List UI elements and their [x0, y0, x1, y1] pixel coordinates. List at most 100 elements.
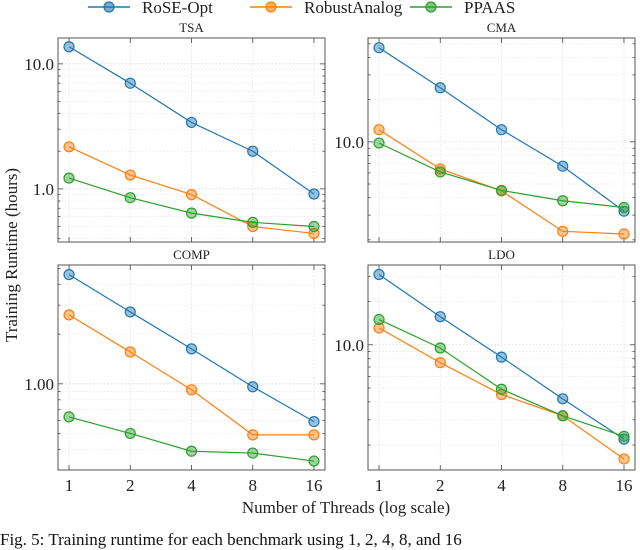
data-point-ppaas	[434, 342, 446, 354]
data-point-ppaas	[124, 427, 136, 440]
data-point-rose-opt	[495, 124, 508, 136]
x-axis-label: Number of Threads (log scale)	[242, 498, 450, 517]
data-point-ppaas	[308, 220, 320, 233]
x-tick-label: 1	[65, 476, 74, 495]
data-point-robustanalog	[247, 220, 259, 233]
legend-label: PPAAS	[464, 0, 515, 17]
x-tick-label: 4	[187, 476, 196, 495]
data-point-rose-opt	[618, 433, 630, 445]
data-point-ppaas	[124, 192, 136, 204]
data-point-ppaas	[63, 411, 75, 423]
data-point-ppaas	[63, 172, 75, 184]
plot-frame	[367, 37, 636, 243]
y-tick-label: 1.00	[24, 375, 54, 394]
data-point-rose-opt	[308, 415, 320, 428]
data-point-robustanalog	[63, 309, 75, 321]
data-point-ppaas	[495, 184, 508, 197]
data-point-ppaas	[557, 195, 569, 207]
x-tick-label: 2	[436, 476, 445, 495]
series-line-rose-opt	[68, 46, 315, 195]
data-point-ppaas	[247, 216, 259, 228]
data-point-robustanalog	[247, 429, 259, 441]
y-tick-label: 10.0	[24, 55, 54, 74]
legend-label: RoSE-Opt	[142, 0, 213, 17]
figure-caption: Fig. 5: Training runtime for each benchm…	[0, 530, 462, 549]
data-point-rose-opt	[373, 268, 385, 281]
panel-comp: 1 2 4 8 16 1.00 COMP	[24, 247, 326, 495]
series-line-rose-opt	[378, 274, 625, 440]
data-point-ppaas	[618, 201, 630, 214]
x-tick-label: 4	[497, 476, 506, 495]
panel-title: CMA	[487, 20, 517, 35]
data-point-rose-opt	[557, 160, 569, 172]
data-point-robustanalog	[434, 357, 446, 369]
data-point-rose-opt	[185, 343, 198, 355]
x-tick-label: 1	[375, 476, 384, 495]
legend: RoSE-Opt RobustAnalog PPAAS	[88, 0, 515, 17]
legend-marker	[265, 1, 277, 13]
data-point-ppaas	[373, 313, 385, 326]
data-point-rose-opt	[124, 77, 136, 89]
data-point-rose-opt	[495, 351, 508, 363]
data-point-rose-opt	[185, 116, 198, 129]
plot-frame	[367, 264, 636, 471]
data-point-rose-opt	[63, 41, 75, 53]
data-point-robustanalog	[308, 429, 320, 441]
data-point-rose-opt	[247, 381, 259, 393]
series-line-rose-opt	[68, 274, 315, 423]
data-point-ppaas	[557, 410, 569, 422]
series-line-ppaas	[378, 318, 625, 437]
data-point-ppaas	[308, 455, 320, 467]
data-point-ppaas	[373, 137, 385, 149]
series-line-robustanalog	[68, 314, 314, 436]
data-point-robustanalog	[124, 169, 136, 181]
data-point-robustanalog	[618, 453, 630, 465]
data-point-robustanalog	[124, 346, 136, 358]
data-point-robustanalog	[185, 189, 198, 201]
data-point-ppaas	[185, 445, 198, 457]
data-point-rose-opt	[124, 306, 136, 318]
data-point-rose-opt	[373, 42, 385, 54]
data-point-ppaas	[495, 383, 508, 395]
plot-frame	[57, 264, 326, 471]
panel-cma: 10.0 CMA	[334, 20, 636, 243]
data-point-rose-opt	[557, 393, 569, 405]
series-line-ppaas	[378, 142, 625, 209]
data-point-rose-opt	[247, 145, 259, 157]
x-tick-label: 16	[305, 476, 322, 495]
data-point-robustanalog	[373, 322, 385, 334]
data-point-robustanalog	[373, 124, 385, 136]
series-line-rose-opt	[378, 47, 625, 212]
data-point-rose-opt	[63, 268, 75, 281]
data-point-rose-opt	[434, 82, 446, 94]
plot-frame	[57, 37, 326, 243]
data-point-ppaas	[618, 430, 630, 442]
legend-label: RobustAnalog	[304, 0, 403, 17]
y-tick-label: 1.0	[33, 180, 54, 199]
data-point-robustanalog	[618, 228, 630, 240]
data-point-robustanalog	[63, 141, 75, 153]
data-point-ppaas	[247, 447, 259, 459]
data-point-rose-opt	[308, 188, 320, 200]
data-point-rose-opt	[434, 311, 446, 323]
panel-title: COMP	[173, 247, 210, 262]
x-tick-label: 16	[615, 476, 632, 495]
y-axis-label: Training Runtime (hours)	[2, 168, 21, 342]
data-point-ppaas	[434, 166, 446, 178]
y-tick-label: 10.0	[334, 336, 364, 355]
legend-marker	[425, 1, 437, 13]
series-line-robustanalog	[68, 146, 315, 235]
legend-marker	[103, 1, 115, 13]
panel-ldo: 1 2 4 8 16 10.0 LDO	[334, 247, 636, 495]
data-point-robustanalog	[185, 384, 198, 396]
data-point-ppaas	[185, 207, 198, 219]
data-point-robustanalog	[557, 225, 569, 237]
data-point-rose-opt	[618, 205, 630, 217]
x-tick-label: 8	[248, 476, 257, 495]
x-tick-label: 2	[126, 476, 135, 495]
panel-title: TSA	[179, 20, 204, 35]
panel-tsa: 10.0 1.0 TSA	[24, 20, 326, 243]
series-line-ppaas	[68, 177, 315, 228]
panel-title: LDO	[488, 247, 515, 262]
